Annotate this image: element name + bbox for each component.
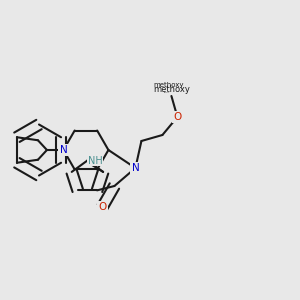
Text: N: N [59,145,67,155]
Text: methoxy: methoxy [153,82,184,88]
Text: methoxy: methoxy [153,85,190,94]
Text: O: O [173,112,181,122]
Text: O: O [98,202,106,212]
Text: methoxy: methoxy [164,92,170,93]
Text: NH: NH [88,155,102,166]
Text: N: N [131,163,139,173]
